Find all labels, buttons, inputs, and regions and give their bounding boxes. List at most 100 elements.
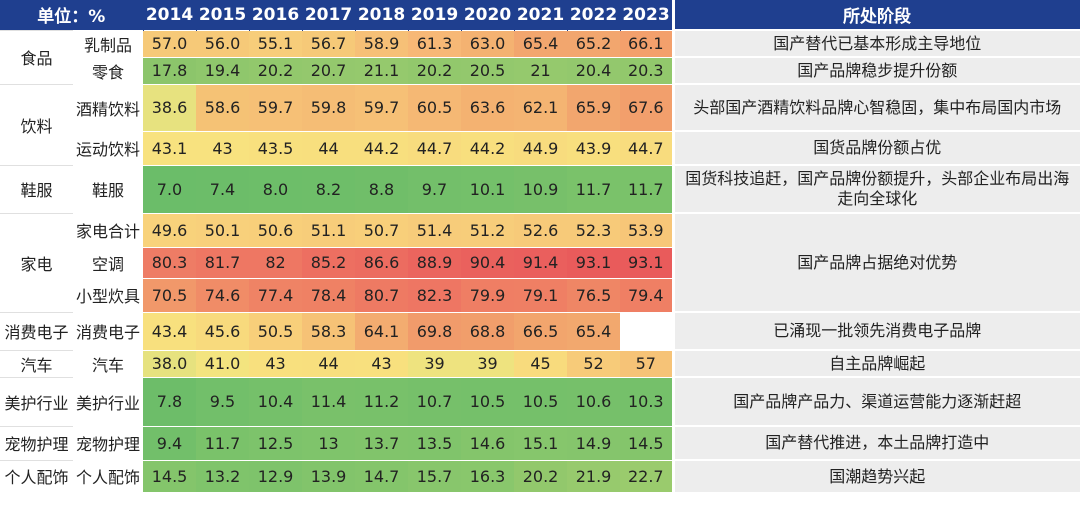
header-row: 单位：% 2014 2015 2016 2017 2018 2019 2020 …: [0, 0, 1080, 30]
value-cell: 58.6: [196, 83, 250, 131]
value-cell: 20.2: [408, 56, 462, 84]
category-cell: 饮料: [0, 83, 73, 165]
value-cell: 82: [249, 246, 303, 278]
value-cell: 77.4: [249, 277, 303, 312]
table-row: 饮料 酒精饮料 38.6 58.6 59.7 59.8 59.7 60.5 63.6 62.1 65…: [0, 83, 1080, 165]
value-cell: 69.8: [408, 311, 462, 350]
value-cell: 44.2: [355, 130, 409, 165]
value-cell: 9.4: [143, 425, 197, 460]
value-cell: 51.2: [461, 212, 515, 247]
subcategory-cell: 酒精饮料: [73, 83, 144, 131]
subcategory-cell: 空调: [73, 246, 144, 278]
value-cell: 55.1: [249, 29, 303, 57]
value-cell: 43: [196, 130, 250, 165]
value-cell: 81.7: [196, 246, 250, 278]
value-cell: 82.3: [408, 277, 462, 312]
stage-cell: 国产替代推进，本土品牌打造中: [671, 425, 1080, 460]
stage-cell: 国产品牌占据绝对优势: [671, 212, 1080, 312]
stage-cell: 国货科技追赶，国产品牌份额提升，头部企业布局出海走向全球化: [671, 164, 1080, 213]
table-row: 汽车 汽车 38.0 41.0 43 44 43 39 39 45 52 57 自主品牌崛起: [0, 349, 1080, 377]
subcategory-cell: 乳制品: [73, 29, 144, 57]
category-cell: 汽车: [0, 349, 73, 377]
value-cell: 8.8: [355, 164, 409, 213]
value-cell: 44: [302, 349, 356, 377]
value-cell: 13.5: [408, 425, 462, 460]
value-cell: 58.9: [355, 29, 409, 57]
value-cell: 45.6: [196, 311, 250, 350]
value-cell: 14.7: [355, 459, 409, 492]
value-cell: 21: [514, 56, 568, 84]
table-row: 家电 家电合计 49.6 50.1 50.6 51.1 50.7 51.4 51.2 52.6 52…: [0, 212, 1080, 312]
subcategory-cell: 个人配饰: [73, 459, 144, 492]
value-cell: 20.2: [514, 459, 568, 492]
value-cell: 66.1: [620, 29, 674, 57]
value-cell: 14.5: [143, 459, 197, 492]
value-cell: 15.7: [408, 459, 462, 492]
value-cell: 67.6: [620, 83, 674, 131]
year-header: 2014: [143, 0, 197, 30]
subcategory-cell: 鞋服: [73, 164, 144, 213]
value-cell: 63.0: [461, 29, 515, 57]
value-cell: 11.7: [196, 425, 250, 460]
value-cell: 50.7: [355, 212, 409, 247]
value-cell: [620, 311, 674, 350]
table-row: 美护行业 美护行业 7.8 9.5 10.4 11.4 11.2 10.7 10.5 10.5 10…: [0, 376, 1080, 426]
stage-cell: 国产品牌稳步提升份额: [671, 56, 1080, 84]
value-cell: 93.1: [620, 246, 674, 278]
value-cell: 85.2: [302, 246, 356, 278]
category-cell: 个人配饰: [0, 459, 73, 492]
table-row: 小型炊具 70.5 74.6 77.4 78.4 80.7 82.3 79.9 79.1 76.5…: [0, 277, 1080, 312]
year-header: 2023: [620, 0, 674, 30]
category-cell: 家电: [0, 212, 73, 312]
value-cell: 20.7: [302, 56, 356, 84]
value-cell: 79.1: [514, 277, 568, 312]
value-cell: 13.9: [302, 459, 356, 492]
value-cell: 60.5: [408, 83, 462, 131]
value-cell: 38.6: [143, 83, 197, 131]
value-cell: 45: [514, 349, 568, 377]
value-cell: 80.3: [143, 246, 197, 278]
value-cell: 63.6: [461, 83, 515, 131]
value-cell: 65.4: [514, 29, 568, 57]
value-cell: 43.5: [249, 130, 303, 165]
value-cell: 12.9: [249, 459, 303, 492]
stage-header: 所处阶段: [671, 0, 1080, 30]
value-cell: 56.7: [302, 29, 356, 57]
value-cell: 52: [567, 349, 621, 377]
table-row: 运动饮料 43.1 43 43.5 44 44.2 44.7 44.2 44.9 43.9 44.7…: [0, 130, 1080, 165]
value-cell: 66.5: [514, 311, 568, 350]
value-cell: 7.8: [143, 376, 197, 426]
table-row: 食品 乳制品 57.0 56.0 55.1 56.7 58.9 61.3 63.0 65.4 65.…: [0, 29, 1080, 84]
category-cell: 鞋服: [0, 164, 73, 213]
value-cell: 51.4: [408, 212, 462, 247]
value-cell: 56.0: [196, 29, 250, 57]
value-cell: 11.7: [567, 164, 621, 213]
year-header: 2015: [196, 0, 250, 30]
value-cell: 57.0: [143, 29, 197, 57]
value-cell: 50.6: [249, 212, 303, 247]
market-share-table: 单位：% 2014 2015 2016 2017 2018 2019 2020 …: [0, 0, 1080, 492]
value-cell: 14.9: [567, 425, 621, 460]
subcategory-cell: 零食: [73, 56, 144, 84]
value-cell: 11.2: [355, 376, 409, 426]
value-cell: 43: [249, 349, 303, 377]
value-cell: 43.4: [143, 311, 197, 350]
value-cell: 17.8: [143, 56, 197, 84]
subcategory-cell: 家电合计: [73, 212, 144, 247]
value-cell: 44.7: [620, 130, 674, 165]
value-cell: 14.5: [620, 425, 674, 460]
year-header: 2019: [408, 0, 462, 30]
value-cell: 10.3: [620, 376, 674, 426]
value-cell: 51.1: [302, 212, 356, 247]
table-row: 宠物护理 宠物护理 9.4 11.7 12.5 13 13.7 13.5 14.6 15.1 14.…: [0, 425, 1080, 460]
subcategory-cell: 汽车: [73, 349, 144, 377]
value-cell: 22.7: [620, 459, 674, 492]
value-cell: 9.7: [408, 164, 462, 213]
value-cell: 74.6: [196, 277, 250, 312]
year-header: 2021: [514, 0, 568, 30]
value-cell: 39: [461, 349, 515, 377]
value-cell: 10.9: [514, 164, 568, 213]
value-cell: 41.0: [196, 349, 250, 377]
value-cell: 10.6: [567, 376, 621, 426]
value-cell: 43: [355, 349, 409, 377]
